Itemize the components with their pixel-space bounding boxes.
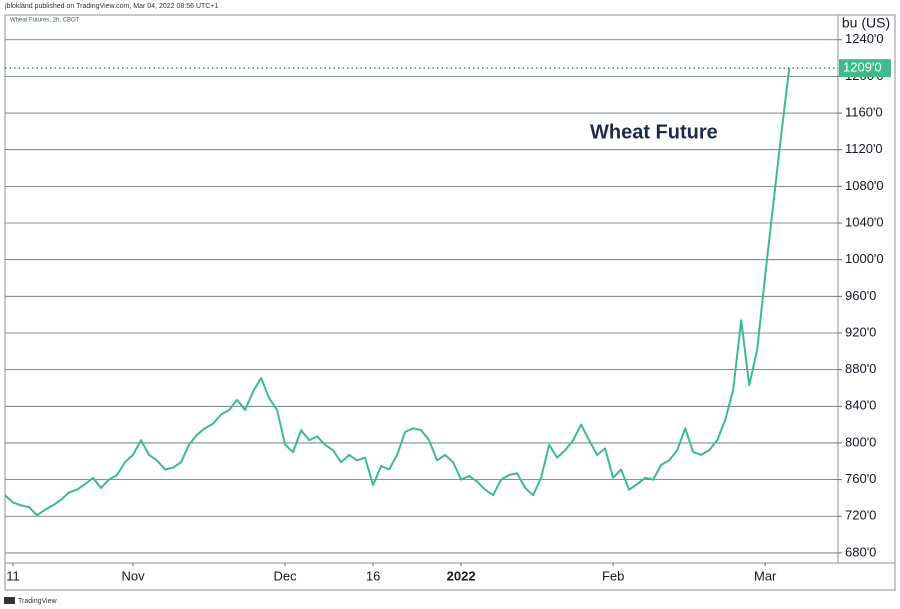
y-unit: bu (US) — [842, 15, 890, 31]
publisher: jblokland published on TradingView.com, … — [4, 3, 218, 10]
y-tick-label: 1040'0 — [845, 214, 884, 229]
symbol: Wheat Futures, 2h, CBOT — [10, 18, 80, 24]
x-tick-label: 11 — [6, 568, 20, 583]
brand: TradingView — [18, 598, 57, 605]
annotation: Wheat Future — [590, 121, 718, 143]
x-tick-label: Feb — [602, 568, 624, 583]
y-tick-label: 1120'0 — [845, 141, 883, 156]
x-tick-label: Nov — [121, 568, 145, 583]
y-tick-label: 840'0 — [845, 398, 876, 413]
y-tick-label: 960'0 — [845, 288, 876, 303]
y-tick-label: 880'0 — [845, 361, 876, 376]
y-tick-label: 1160'0 — [845, 104, 883, 119]
y-tick-label: 720'0 — [845, 508, 876, 523]
y-tick-label: 1000'0 — [845, 251, 884, 266]
x-tick-label: Mar — [754, 568, 777, 583]
x-tick-label: Dec — [274, 568, 298, 583]
y-tick-label: 1240'0 — [845, 31, 884, 46]
last-price-label: 1209'0 — [843, 60, 882, 75]
plot-frame — [4, 14, 839, 564]
price-line — [4, 68, 791, 517]
last-price-box — [839, 59, 891, 78]
brand-logo — [4, 597, 15, 604]
x-tick-label: 16 — [366, 568, 380, 583]
y-tick-label: 680'0 — [845, 544, 876, 559]
y-tick-label: 1080'0 — [845, 178, 884, 193]
y-tick-label: 800'0 — [845, 434, 876, 449]
x-axis-panel — [4, 562, 896, 591]
x-tick-label: 2022 — [447, 568, 476, 583]
y-tick-label: 920'0 — [845, 324, 876, 339]
y-tick-label: 760'0 — [845, 471, 876, 486]
